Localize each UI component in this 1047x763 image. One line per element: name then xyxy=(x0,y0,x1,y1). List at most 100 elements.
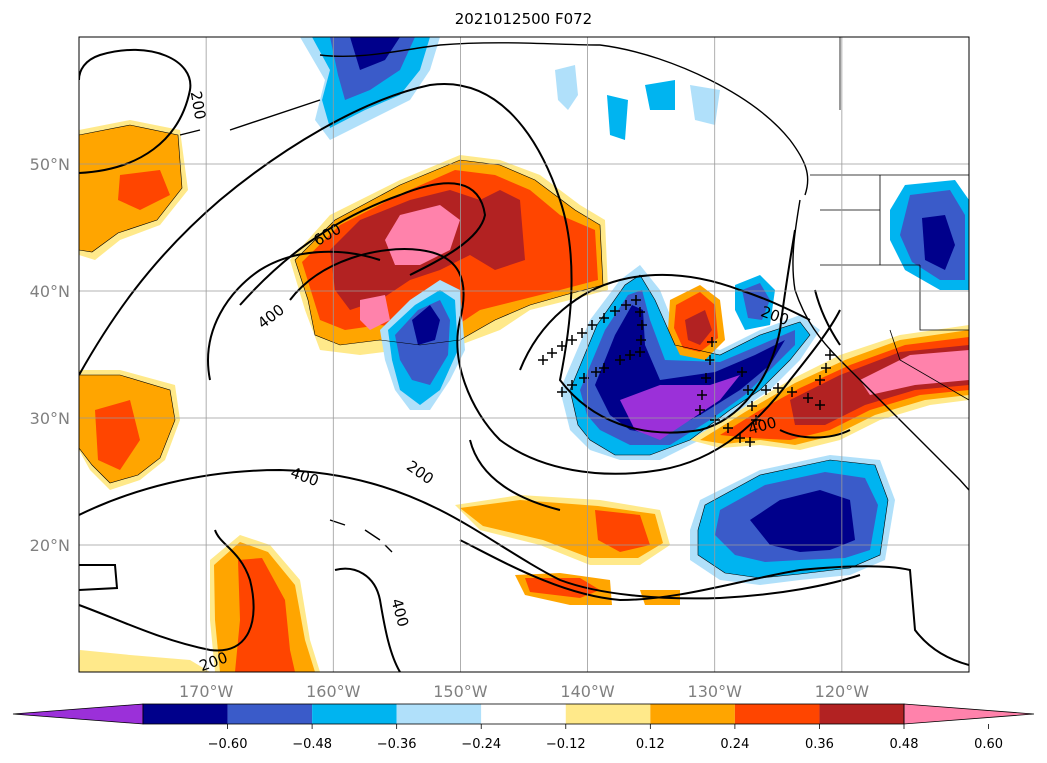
colorbar-tick-label: 0.24 xyxy=(720,737,749,752)
plus-marker xyxy=(705,355,715,365)
plus-marker xyxy=(761,385,771,395)
plus-marker xyxy=(567,380,577,390)
colorbar-extend-low xyxy=(12,703,144,725)
plus-marker xyxy=(599,313,609,323)
plus-marker xyxy=(695,405,705,415)
lon-tick-label: 170°W xyxy=(179,682,234,701)
height-contours xyxy=(79,48,969,672)
plus-marker xyxy=(635,347,645,357)
contour-200-east xyxy=(519,273,811,371)
contour-east-coast xyxy=(814,289,841,346)
lat-tick-label: 30°N xyxy=(30,409,70,428)
plus-marker xyxy=(751,415,761,425)
plus-marker xyxy=(745,437,755,447)
plus-marker xyxy=(621,300,631,310)
plus-marker xyxy=(815,400,825,410)
colorbar-tick-label: −0.12 xyxy=(546,737,586,752)
lon-tick-label: 160°W xyxy=(306,682,361,701)
contour-200-north xyxy=(79,48,192,174)
fill-edges xyxy=(79,124,889,579)
border-states-2 xyxy=(889,329,969,401)
contour-closed-east xyxy=(779,429,851,439)
colorbar-segment xyxy=(565,704,651,724)
map-title: 2021012500 F072 xyxy=(454,10,593,28)
lon-tick-label: 150°W xyxy=(433,682,488,701)
colorbar-segment xyxy=(312,704,397,724)
colorbar-segment xyxy=(143,704,228,724)
political-borders xyxy=(810,37,969,401)
colorbar-segment xyxy=(734,704,820,724)
plus-marker xyxy=(557,387,567,397)
colorbar-segment xyxy=(227,704,313,724)
contour-400-inner xyxy=(207,250,381,381)
significance-markers xyxy=(538,295,835,447)
plus-marker xyxy=(825,350,835,360)
coast-west-us xyxy=(792,199,969,491)
coast-aleutians xyxy=(179,99,321,136)
plus-marker xyxy=(599,363,609,373)
colorbar-tick-label: −0.60 xyxy=(208,737,248,752)
longitude-axis: 170°W 160°W 150°W 140°W 130°W 120°W xyxy=(179,682,869,701)
contour-400-west xyxy=(79,564,119,591)
plus-marker xyxy=(815,375,825,385)
lat-tick-label: 50°N xyxy=(30,155,70,174)
colorbar-segment xyxy=(819,704,904,724)
coast-alaska xyxy=(319,42,809,196)
plus-marker xyxy=(591,367,601,377)
contour-label: 200 xyxy=(187,90,210,121)
colorbar-tick-label: 0.48 xyxy=(890,737,919,752)
map-frame xyxy=(78,36,970,673)
colorbar-extend-high xyxy=(903,703,1035,725)
colorbar-segment xyxy=(650,704,735,724)
lon-tick-label: 130°W xyxy=(688,682,743,701)
plus-marker xyxy=(787,387,797,397)
plus-marker xyxy=(538,355,548,365)
plus-marker xyxy=(821,363,831,373)
latitude-axis: 20°N 30°N 40°N 50°N xyxy=(30,155,70,555)
colorbar: −0.60 −0.48 −0.36 −0.24 −0.12 0.12 0.24 0.36 0.4… xyxy=(12,703,1035,752)
plus-marker xyxy=(577,328,587,338)
lat-tick-label: 20°N xyxy=(30,536,70,555)
plus-marker xyxy=(803,393,813,403)
plus-marker xyxy=(635,307,645,317)
plus-marker xyxy=(747,401,757,411)
plus-marker xyxy=(615,355,625,365)
colorbar-tick-label: 0.36 xyxy=(805,737,834,752)
colorbar-tick-label: −0.48 xyxy=(292,737,332,752)
colorbar-tick-label: −0.36 xyxy=(377,737,417,752)
plus-marker xyxy=(636,335,646,345)
contour-400-south xyxy=(334,567,401,672)
plus-marker xyxy=(735,433,745,443)
plus-marker xyxy=(547,348,557,358)
gridlines xyxy=(79,37,969,672)
plus-marker xyxy=(610,306,620,316)
plus-marker xyxy=(637,320,647,330)
contour-200-trough xyxy=(289,248,841,475)
coastlines xyxy=(179,42,969,553)
plus-marker xyxy=(567,335,577,345)
lat-tick-label: 40°N xyxy=(30,282,70,301)
plus-marker xyxy=(737,367,747,377)
plus-marker xyxy=(631,295,641,305)
contour-600 xyxy=(239,182,487,306)
plus-marker xyxy=(625,350,635,360)
contour-400-outer xyxy=(79,82,796,434)
colorbar-frame xyxy=(142,703,905,725)
plus-marker xyxy=(701,373,711,383)
plus-marker xyxy=(743,385,753,395)
lon-tick-label: 140°W xyxy=(560,682,615,701)
colorbar-tick-label: 0.12 xyxy=(636,737,665,752)
colorbar-tick-label: −0.24 xyxy=(461,737,501,752)
plus-marker xyxy=(587,320,597,330)
colorbar-segment xyxy=(481,704,566,724)
shaded-fields xyxy=(79,37,969,672)
lon-tick-label: 120°W xyxy=(815,682,870,701)
contour-400-sub xyxy=(79,468,861,600)
contour-inner-ring xyxy=(469,439,561,511)
plus-marker xyxy=(697,390,707,400)
plus-marker xyxy=(773,383,783,393)
plus-marker xyxy=(707,337,717,347)
colorbar-segment xyxy=(396,704,482,724)
contour-200-sub xyxy=(79,529,255,652)
